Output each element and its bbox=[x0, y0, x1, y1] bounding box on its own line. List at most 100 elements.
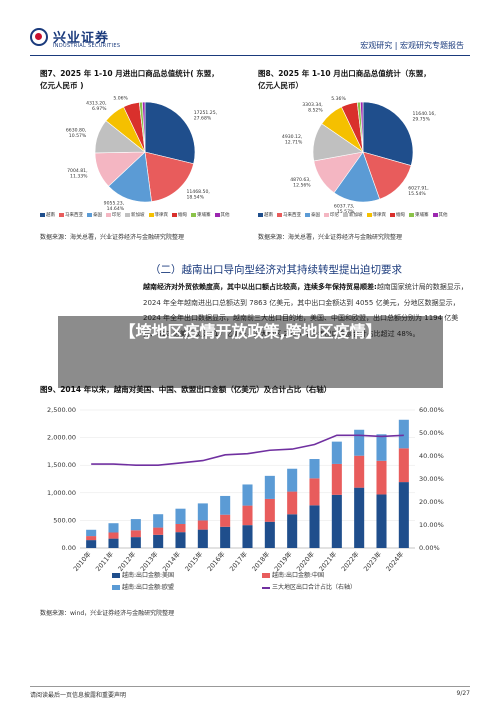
pie-label-1: 6027.91, 15.54% bbox=[408, 186, 429, 198]
y2-tick-label: 10.00% bbox=[419, 521, 444, 529]
overlay-banner bbox=[58, 316, 443, 388]
pie-label-3: 4870.63, 12.56% bbox=[290, 177, 311, 189]
y-tick-label: 1,000.00 bbox=[47, 489, 76, 497]
bar-0-4 bbox=[175, 532, 186, 548]
legend-item-5: 菲律宾 bbox=[148, 212, 168, 218]
bar-0-0 bbox=[86, 540, 97, 548]
legend-item-8: 其他 bbox=[432, 212, 448, 218]
legend-item-1: 马来西亚 bbox=[277, 212, 301, 218]
bar-0-7 bbox=[242, 525, 253, 548]
paragraph-lead: 越南经济对外贸依赖度高，其中以出口额占比较高，连续多年保持贸易顺差: bbox=[143, 283, 377, 291]
x-tick-label: 2010年 bbox=[71, 549, 93, 573]
bar-0-14 bbox=[398, 482, 409, 548]
fig7-legend: 越南 马来西亚 泰国 印尼 新加坡 菲律宾 缅甸 柬埔寨 其他 bbox=[40, 212, 250, 218]
bar-0-9 bbox=[287, 514, 298, 548]
legend-item-8: 其他 bbox=[214, 212, 230, 218]
pie-slice-8 bbox=[142, 101, 146, 153]
bar-2-10 bbox=[309, 459, 320, 479]
bar-1-9 bbox=[287, 491, 298, 515]
bar-0-1 bbox=[108, 538, 119, 548]
pie-label-2: 9055.23, 14.64% bbox=[104, 201, 125, 213]
share-line bbox=[91, 434, 404, 466]
bar-1-8 bbox=[264, 498, 275, 522]
fig8-source: 数据来源：海关总署，兴业证券经济与金融研究院整理 bbox=[258, 234, 403, 241]
page-number: 9/27 bbox=[456, 690, 470, 697]
legend-cn-label: 越南:出口金额:中国 bbox=[272, 572, 325, 579]
legend-share-label: 三大地区出口合计占比（右轴） bbox=[272, 584, 357, 591]
bar-1-7 bbox=[242, 505, 253, 526]
footer-disclaimer: 请阅读最后一页信息披露和重要声明 bbox=[30, 692, 127, 699]
fig9-legend: 越南:出口金额:美国 越南:出口金额:中国 越南:出口金额:欧盟 三大地区出口合… bbox=[112, 570, 412, 594]
bar-2-7 bbox=[242, 484, 253, 506]
bar-2-13 bbox=[376, 434, 387, 461]
legend-share: 三大地区出口合计占比（右轴） bbox=[262, 582, 356, 594]
section-title: （二）越南出口导向型经济对其持续转型提出迫切要求 bbox=[150, 264, 402, 276]
pie-label-0: 11640.16, 29.75% bbox=[412, 111, 436, 123]
legend-us-swatch bbox=[112, 573, 120, 578]
bar-1-6 bbox=[220, 514, 231, 527]
legend-item-0: 越南 bbox=[258, 212, 273, 218]
legend-item-1: 马来西亚 bbox=[59, 212, 83, 218]
legend-item-4: 新加坡 bbox=[125, 212, 145, 218]
bar-2-11 bbox=[331, 441, 342, 464]
pie-label-5: 3303.34, 8.52% bbox=[302, 102, 323, 114]
bar-1-12 bbox=[354, 455, 365, 488]
bar-1-0 bbox=[86, 536, 97, 541]
bar-0-8 bbox=[264, 521, 275, 548]
bar-2-0 bbox=[86, 529, 97, 537]
bar-0-6 bbox=[220, 526, 231, 548]
legend-item-3: 印尼 bbox=[324, 212, 339, 218]
bar-0-2 bbox=[130, 537, 141, 548]
fig7-source: 数据来源：海关总署，兴业证券经济与金融研究院整理 bbox=[40, 234, 185, 241]
legend-item-2: 泰国 bbox=[87, 212, 102, 218]
footer-divider bbox=[30, 686, 470, 687]
fig9-bar-chart: 2,500.00 2,000.00 1,500.00 1,000.00 500.00 0.… bbox=[47, 406, 444, 573]
bar-1-13 bbox=[376, 460, 387, 495]
legend-eu-label: 越南:出口金额:欧盟 bbox=[122, 584, 175, 591]
pie-slice-0 bbox=[362, 101, 414, 166]
overlay-banner-text: 【垮地区疫情开放政策,跨地区疫情】 bbox=[119, 322, 382, 341]
bar-2-5 bbox=[197, 503, 208, 521]
bar-1-10 bbox=[309, 478, 320, 506]
legend-us: 越南:出口金额:美国 bbox=[112, 570, 262, 582]
legend-cn: 越南:出口金额:中国 bbox=[262, 570, 324, 582]
bar-2-12 bbox=[354, 429, 365, 456]
fig8-pie-chart: 11640.16,29.75% 6027.91,15.54% 6037.73,15.… bbox=[282, 95, 436, 215]
bar-2-6 bbox=[220, 495, 231, 515]
legend-item-3: 印尼 bbox=[106, 212, 121, 218]
pie-label-6: 2079.48,5.36% bbox=[325, 95, 346, 102]
bar-1-11 bbox=[331, 463, 342, 495]
pie-slice-2 bbox=[333, 151, 381, 203]
pie-slice-8 bbox=[360, 101, 364, 153]
bar-0-5 bbox=[197, 529, 208, 548]
legend-item-6: 缅甸 bbox=[390, 212, 405, 218]
pie-label-6: 3123.81,5.06% bbox=[107, 95, 128, 102]
pie-label-3: 7004.81, 11.33% bbox=[67, 168, 88, 180]
fig8-title-line1: 图8、2025 年 1-10 月出口商品总值统计（东盟， bbox=[258, 69, 431, 78]
legend-item-6: 缅甸 bbox=[172, 212, 187, 218]
breadcrumb: 宏观研究 | 宏观研究专题报告 bbox=[360, 41, 464, 50]
legend-item-0: 越南 bbox=[40, 212, 55, 218]
legend-item-7: 柬埔寨 bbox=[409, 212, 429, 218]
legend-eu-swatch bbox=[112, 585, 120, 590]
pie-label-5: 4313.20, 6.97% bbox=[86, 100, 107, 112]
fig9-title: 图9、2014 年以来，越南对美国、中国、欧盟出口金额（亿美元）及合计占比（右轴… bbox=[40, 385, 332, 394]
pie-label-4: 6630.80, 10.57% bbox=[66, 127, 87, 139]
legend-us-label: 越南:出口金额:美国 bbox=[122, 572, 175, 579]
page-header: 兴业证券 INDUSTRIAL SECURITIES 宏观研究 | 宏观研究专题… bbox=[0, 0, 500, 60]
fig8-legend: 越南 马来西亚 泰国 印尼 新加坡 菲律宾 缅甸 柬埔寨 其他 bbox=[258, 212, 468, 218]
bar-1-2 bbox=[130, 530, 141, 538]
legend-item-2: 泰国 bbox=[305, 212, 320, 218]
fig8-title: 图8、2025 年 1-10 月出口商品总值统计（东盟， 亿元人民币） bbox=[258, 68, 431, 92]
fig7-title: 图7、2025 年 1-10 月进出口商品总值统计( 东盟， 亿元人民币 ) bbox=[40, 68, 219, 92]
bar-1-5 bbox=[197, 520, 208, 530]
bar-2-8 bbox=[264, 475, 275, 499]
fig8-title-line2: 亿元人民币） bbox=[258, 81, 303, 90]
legend-share-swatch bbox=[262, 586, 270, 589]
y2-tick-label: 60.00% bbox=[419, 406, 444, 414]
fig9-source: 数据来源：wind，兴业证券经济与金融研究院整理 bbox=[40, 610, 175, 617]
brand-name-en: INDUSTRIAL SECURITIES bbox=[53, 43, 121, 49]
y2-tick-label: 30.00% bbox=[419, 475, 444, 483]
fig7-title-line2: 亿元人民币 ) bbox=[40, 81, 84, 90]
y-tick-label: 0.00 bbox=[62, 544, 76, 552]
